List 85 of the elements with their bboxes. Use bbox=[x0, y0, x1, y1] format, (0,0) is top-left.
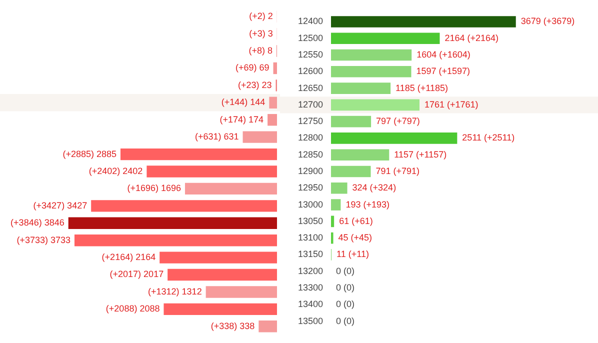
y-tick-label: 13000 bbox=[298, 199, 323, 210]
bar bbox=[331, 32, 440, 44]
data-label: 1604 (+1604) bbox=[416, 49, 470, 60]
bar bbox=[258, 320, 277, 332]
data-label: (+2402) 2402 bbox=[88, 166, 143, 176]
data-label: (+631) 631 bbox=[194, 132, 239, 142]
bar bbox=[184, 182, 277, 195]
y-tick-label: 12500 bbox=[298, 32, 323, 43]
bar bbox=[331, 49, 412, 61]
y-tick-label: 12800 bbox=[298, 132, 323, 143]
y-tick-label: 13400 bbox=[298, 299, 323, 310]
y-tick-label: 13100 bbox=[298, 232, 323, 243]
bar bbox=[273, 62, 277, 74]
data-label: 3679 (+3679) bbox=[520, 16, 575, 26]
bar bbox=[268, 114, 277, 126]
y-tick-label: 13500 bbox=[298, 316, 323, 326]
bar bbox=[331, 99, 420, 111]
bar bbox=[331, 16, 516, 28]
y-tick-label: 12850 bbox=[298, 149, 323, 160]
bar bbox=[331, 166, 371, 178]
data-label: 0 (0) bbox=[336, 282, 355, 292]
data-label: 1597 (+1597) bbox=[416, 66, 470, 76]
data-label: (+2088) 2088 bbox=[106, 304, 160, 314]
bar bbox=[160, 252, 277, 264]
data-label: 0 (0) bbox=[336, 266, 355, 276]
data-label: 1185 (+1185) bbox=[396, 82, 448, 93]
y-tick-label: 12400 bbox=[298, 16, 323, 26]
data-label: (+3733) 3733 bbox=[16, 234, 70, 245]
data-label: (+338) 338 bbox=[210, 320, 255, 331]
data-label: (+1312) 1312 bbox=[148, 286, 202, 296]
y-tick-label: 12900 bbox=[298, 166, 323, 176]
bar bbox=[146, 166, 277, 178]
data-label: 45 (+45) bbox=[338, 232, 372, 243]
data-label: 0 (0) bbox=[336, 299, 355, 310]
data-label: (+3846) 3846 bbox=[10, 218, 64, 228]
data-label: (+1696) 1696 bbox=[127, 183, 181, 194]
bar bbox=[331, 182, 348, 194]
data-label: 324 (+324) bbox=[352, 182, 396, 193]
data-label: (+8) 8 bbox=[248, 46, 273, 56]
y-tick-label: 13050 bbox=[298, 216, 323, 226]
y-tick-label: 12750 bbox=[298, 116, 323, 126]
y-tick-label: 13300 bbox=[298, 282, 323, 292]
bar bbox=[68, 217, 277, 229]
data-label: (+2885) 2885 bbox=[62, 148, 116, 159]
bar bbox=[331, 149, 390, 161]
data-label: 791 (+791) bbox=[376, 166, 420, 176]
y-tick-label: 12650 bbox=[298, 82, 323, 93]
data-label: (+2017) 2017 bbox=[110, 269, 164, 280]
data-label: 1157 (+1157) bbox=[394, 149, 447, 160]
y-tick-label: 12600 bbox=[298, 66, 323, 76]
data-label: (+69) 69 bbox=[235, 62, 270, 73]
data-label: (+174) 174 bbox=[220, 114, 264, 124]
bar bbox=[120, 148, 277, 160]
bar bbox=[74, 234, 277, 246]
data-label: 193 (+193) bbox=[346, 199, 390, 210]
y-tick-label: 12550 bbox=[298, 49, 323, 60]
y-tick-label: 12950 bbox=[298, 182, 323, 193]
data-label: (+3427) 3427 bbox=[33, 200, 88, 210]
y-tick-label: 13200 bbox=[298, 266, 323, 276]
bar bbox=[331, 82, 391, 94]
bar bbox=[331, 116, 372, 128]
bar bbox=[331, 132, 458, 144]
data-label: 0 (0) bbox=[336, 316, 355, 326]
y-tick-label: 13150 bbox=[298, 249, 323, 260]
bar bbox=[242, 131, 277, 143]
data-label: (+2164) 2164 bbox=[102, 252, 156, 262]
bar bbox=[331, 199, 341, 210]
bar bbox=[269, 96, 277, 109]
data-label: 797 (+797) bbox=[376, 116, 420, 126]
bar bbox=[164, 303, 277, 316]
data-label: 2164 (+2164) bbox=[444, 32, 499, 43]
bar bbox=[206, 286, 277, 298]
y-tick-label: 12700 bbox=[298, 99, 323, 110]
data-label: 2511 (+2511) bbox=[462, 132, 515, 143]
data-label: (+2) 2 bbox=[249, 11, 273, 22]
data-label: 61 (+61) bbox=[339, 216, 373, 226]
bar bbox=[168, 268, 277, 281]
data-label: 1761 (+1761) bbox=[424, 99, 478, 110]
data-label: (+3) 3 bbox=[249, 28, 273, 38]
bar bbox=[331, 66, 412, 78]
bar bbox=[331, 216, 334, 228]
data-label: 11 (+11) bbox=[336, 249, 369, 260]
data-label: (+23) 23 bbox=[238, 80, 272, 90]
data-label: (+144) 144 bbox=[221, 97, 266, 108]
bar bbox=[91, 200, 277, 212]
